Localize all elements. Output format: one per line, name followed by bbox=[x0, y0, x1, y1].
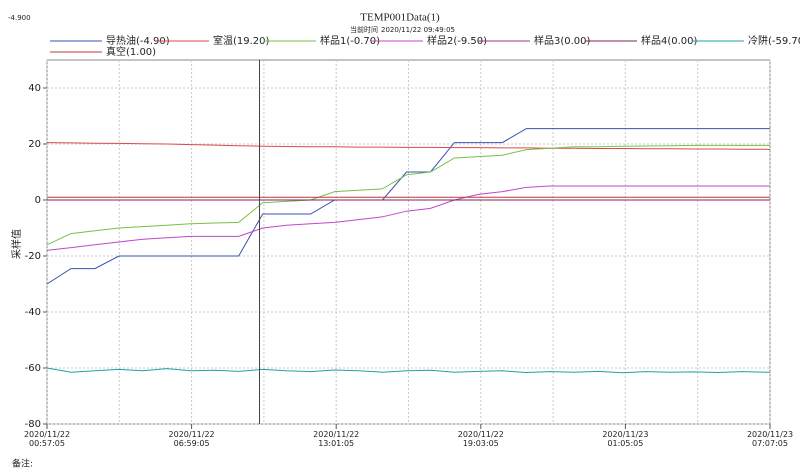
x-tick-label: 2020/11/22 00:57:05 bbox=[24, 430, 70, 448]
x-tick-label: 2020/11/23 01:05:05 bbox=[602, 430, 648, 448]
x-tick-label-line: 2020/11/23 bbox=[602, 430, 648, 439]
x-tick-label-line: 00:57:05 bbox=[29, 439, 65, 448]
current-time: 2020/11/22 09:49:05 bbox=[381, 26, 455, 34]
legend-label: 冷阱(-59.70) bbox=[748, 34, 800, 47]
chart-title: TEMP001Data(1) bbox=[360, 12, 440, 24]
y-tick-label: -20 bbox=[25, 251, 41, 262]
x-tick-label-line: 06:59:05 bbox=[174, 439, 210, 448]
x-tick-label-line: 2020/11/22 bbox=[169, 430, 215, 439]
y-tick-label: 0 bbox=[35, 195, 41, 206]
x-tick-label: 2020/11/22 19:03:05 bbox=[458, 430, 504, 448]
x-tick-label-line: 2020/11/22 bbox=[24, 430, 70, 439]
y-tick-label: 40 bbox=[28, 83, 41, 94]
y-tick-label: -80 bbox=[25, 419, 41, 430]
legend-label: 室温(19.20) bbox=[213, 34, 270, 47]
x-tick-label-line: 13:01:05 bbox=[318, 439, 354, 448]
x-tick-label-line: 07:07:05 bbox=[752, 439, 788, 448]
x-tick-label: 2020/11/23 07:07:05 bbox=[747, 430, 793, 448]
legend-label: 导热油(-4.90) bbox=[106, 34, 170, 47]
y-tick-label: 20 bbox=[28, 139, 41, 150]
x-tick-label: 2020/11/22 06:59:05 bbox=[169, 430, 215, 448]
legend-label: 真空(1.00) bbox=[106, 45, 156, 58]
x-tick-label-line: 2020/11/23 bbox=[747, 430, 793, 439]
y-axis-label: 采样值 bbox=[10, 229, 23, 259]
series-line bbox=[46, 144, 770, 246]
x-tick-label-line: 2020/11/22 bbox=[313, 430, 359, 439]
x-tick-label-line: 2020/11/22 bbox=[458, 430, 504, 439]
legend-label: 样品3(0.00) bbox=[534, 34, 591, 47]
series-line bbox=[46, 142, 771, 151]
series-line bbox=[46, 128, 770, 285]
legend-label: 样品2(-9.50) bbox=[427, 34, 487, 47]
x-tick-label-line: 01:05:05 bbox=[607, 439, 643, 448]
x-tick-label: 2020/11/22 13:01:05 bbox=[313, 430, 359, 448]
legend-label: 样品1(-0.70) bbox=[320, 34, 380, 47]
x-tick-label-line: 19:03:05 bbox=[463, 439, 499, 448]
remark: 备注: bbox=[12, 458, 33, 470]
legend-label: 样品4(0.00) bbox=[641, 34, 698, 47]
y-tick-label: -60 bbox=[25, 363, 41, 374]
subtitle-label: 当前时间 bbox=[350, 25, 378, 34]
series-line bbox=[46, 367, 770, 374]
y-tick-label: -40 bbox=[25, 307, 41, 318]
series-line bbox=[46, 185, 770, 251]
cursor-value: -4.900 bbox=[8, 14, 31, 22]
